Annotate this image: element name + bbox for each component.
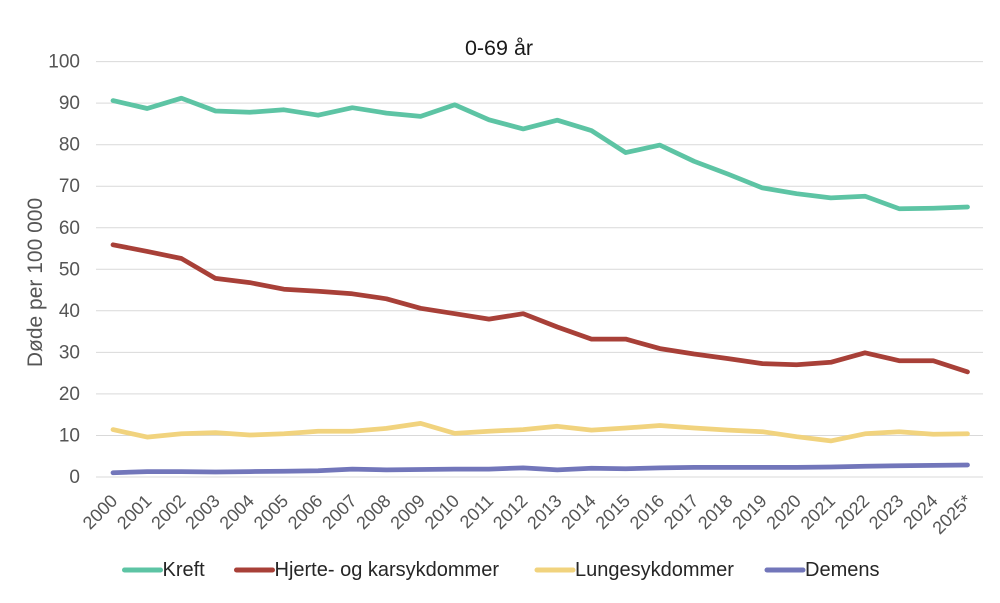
svg-text:Demens: Demens	[805, 559, 879, 581]
svg-text:10: 10	[59, 426, 80, 447]
svg-text:50: 50	[59, 259, 80, 280]
svg-text:Lungesykdommer: Lungesykdommer	[575, 559, 734, 581]
svg-text:60: 60	[59, 218, 80, 239]
svg-text:20: 20	[59, 384, 80, 405]
svg-text:Kreft: Kreft	[163, 559, 206, 581]
svg-text:0-69 år: 0-69 år	[465, 36, 533, 60]
svg-text:40: 40	[59, 301, 80, 322]
svg-text:0: 0	[69, 467, 80, 488]
svg-text:Hjerte- og karsykdommer: Hjerte- og karsykdommer	[275, 559, 500, 581]
svg-text:30: 30	[59, 342, 80, 363]
svg-text:100: 100	[48, 52, 80, 73]
svg-text:Døde per 100 000: Døde per 100 000	[24, 198, 47, 367]
svg-text:70: 70	[59, 176, 80, 197]
svg-text:80: 80	[59, 135, 80, 156]
svg-text:90: 90	[59, 93, 80, 114]
